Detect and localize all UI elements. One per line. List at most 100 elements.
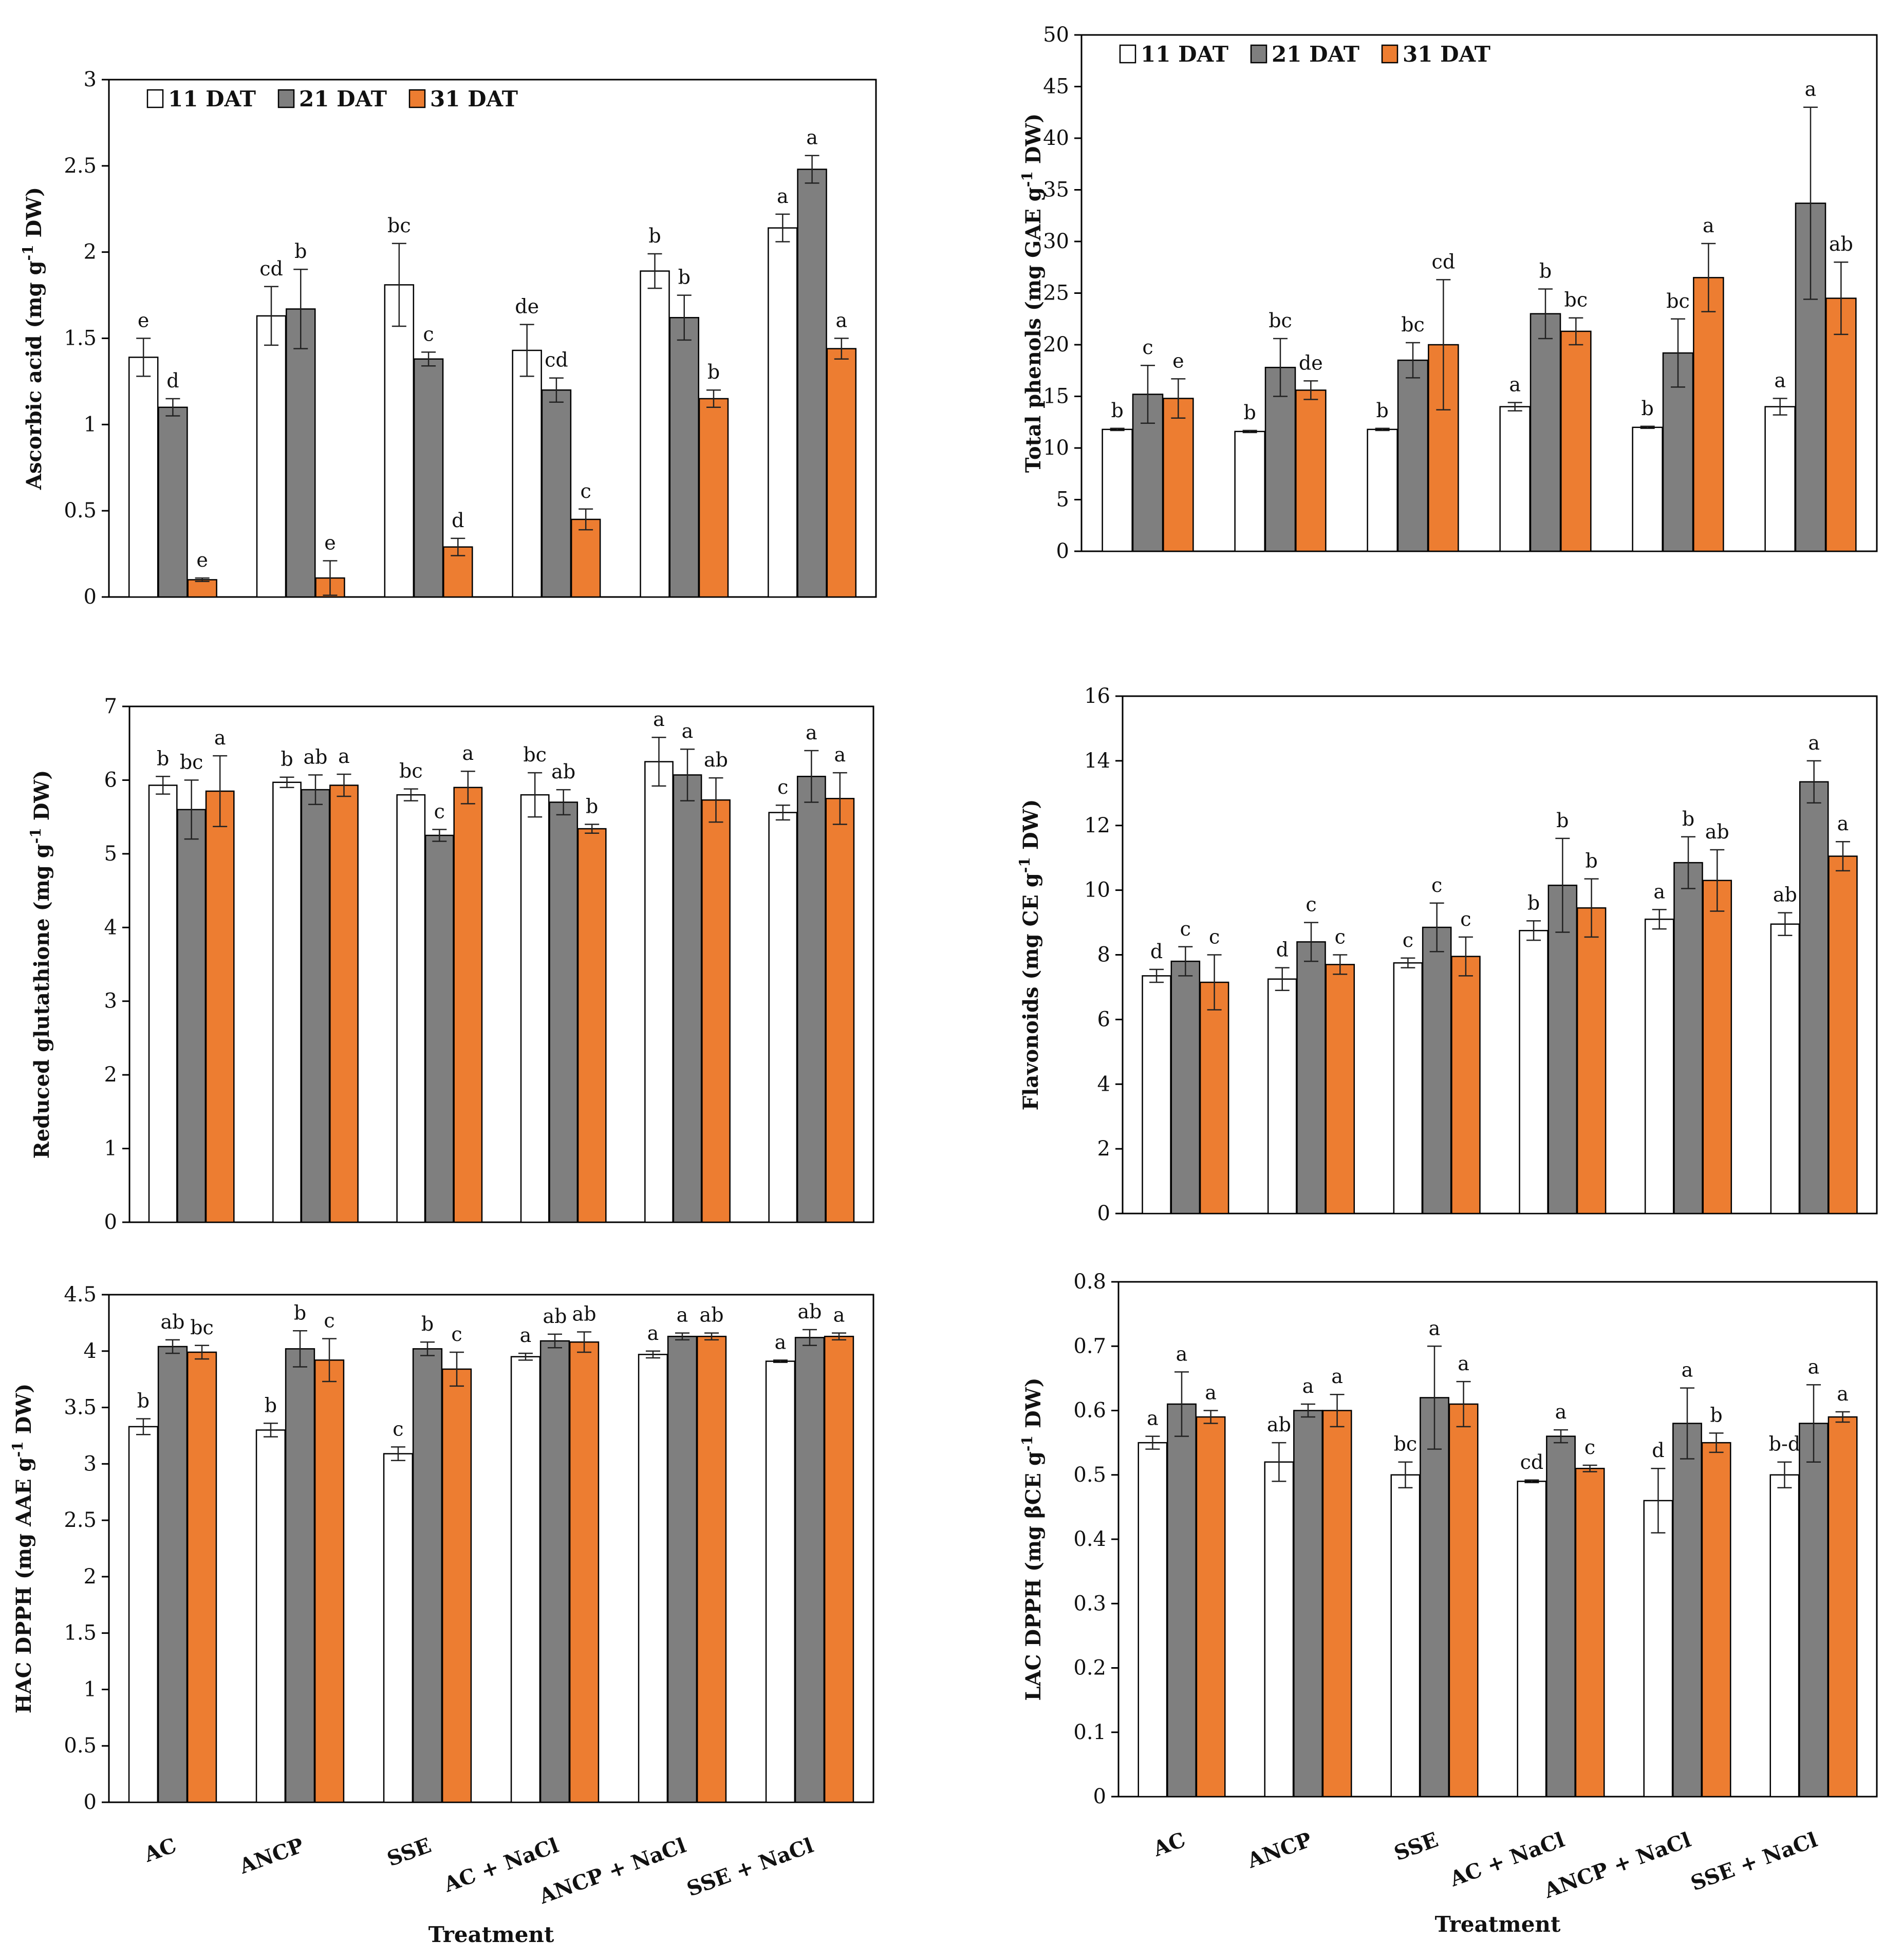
legend-swatch	[277, 89, 295, 108]
y-tick-label: 1	[104, 1137, 117, 1161]
chart-panel-2: 0 5 10 15 20 25 30 35 40 45 50 Total phenols (mg GA…	[1019, 23, 1878, 563]
y-tick-label: 0.8	[1073, 1270, 1106, 1294]
y-tick-label: 5	[104, 842, 117, 866]
significance-letter: ab	[704, 749, 728, 771]
y-tick-label: 0.7	[1073, 1334, 1106, 1358]
bar	[1448, 1403, 1479, 1798]
significance-letter: a	[1808, 1355, 1820, 1378]
plot-frame	[1122, 695, 1878, 1215]
y-tick-label: 0	[84, 1790, 97, 1814]
y-axis-title: Ascorbic acid (mg g-1 DW)	[20, 187, 46, 490]
bar	[384, 284, 415, 598]
y-tick-label: 0.2	[1073, 1656, 1106, 1680]
bar	[569, 1341, 600, 1803]
significance-letter: a	[834, 743, 846, 766]
bar	[1770, 923, 1800, 1215]
significance-letter: a	[1682, 1359, 1693, 1382]
significance-letter: bc	[387, 214, 411, 237]
bar	[128, 1426, 159, 1803]
bar	[1196, 1416, 1226, 1798]
y-axis-title: Flavonoids (mg CE g-1 DW)	[1016, 799, 1043, 1111]
bar	[256, 315, 287, 598]
y-tick-label: 4	[104, 916, 117, 939]
y-axis-title: HAC DPPH (mg AAE g-1 DW)	[9, 1384, 36, 1713]
x-category-label: ANCP + NaCl	[535, 1833, 689, 1909]
x-axis-title: Treatment	[1435, 1912, 1561, 1937]
bar	[286, 308, 316, 598]
legend-entry: 31 DAT	[1403, 42, 1490, 67]
bar	[1451, 956, 1481, 1215]
significance-letter: ab	[551, 760, 575, 783]
legend: 11 DAT 21 DAT 31 DAT	[1119, 42, 1490, 67]
significance-letter: a	[806, 126, 818, 149]
legend-swatch	[1119, 44, 1136, 64]
bar	[510, 1356, 541, 1803]
y-tick-label: 14	[1084, 749, 1110, 773]
significance-letter: bc	[180, 751, 203, 773]
significance-letter: a	[777, 185, 789, 208]
significance-letter: c	[1431, 874, 1442, 897]
bar	[413, 358, 444, 598]
y-tick-label: 0.6	[1073, 1399, 1106, 1423]
significance-letter: a	[1205, 1382, 1217, 1404]
plot-frame	[108, 79, 877, 598]
bar	[255, 1429, 286, 1803]
significance-letter: cd	[259, 257, 283, 280]
significance-letter: bc	[399, 760, 423, 782]
significance-letter: b	[421, 1313, 434, 1335]
bar	[1234, 431, 1265, 552]
y-tick-label: 1.5	[64, 1621, 97, 1645]
bar	[638, 1354, 668, 1803]
y-tick-label: 50	[1043, 23, 1069, 47]
bar	[148, 785, 178, 1223]
significance-letter: e	[196, 549, 208, 571]
y-tick-label: 2	[84, 1565, 97, 1589]
y-axis-title: Reduced glutathione (mg g-1 DW)	[27, 770, 54, 1159]
significance-letter: b	[1585, 850, 1597, 872]
significance-letter: ab	[1705, 820, 1729, 843]
y-tick-label: 0	[84, 585, 97, 609]
y-tick-label: 0.5	[64, 1734, 97, 1758]
bar	[1519, 930, 1549, 1215]
bar	[1828, 855, 1858, 1215]
significance-letter: b	[1556, 809, 1569, 832]
legend-swatch	[146, 89, 164, 108]
bar	[1397, 359, 1429, 552]
significance-letter: b	[648, 225, 661, 247]
bar	[1530, 313, 1561, 552]
significance-letter: b	[1527, 891, 1540, 914]
bar	[441, 1368, 472, 1803]
significance-letter: b	[1376, 399, 1388, 422]
significance-letter: e	[138, 309, 150, 332]
significance-letter: b	[281, 748, 293, 771]
x-category-label: AC	[1149, 1827, 1188, 1861]
bar	[520, 794, 550, 1223]
bar	[1267, 978, 1297, 1215]
bar	[1422, 926, 1452, 1215]
bar	[187, 579, 217, 598]
significance-letter: bc	[190, 1316, 214, 1339]
y-tick-label: 4.5	[64, 1283, 97, 1306]
bar	[1102, 428, 1133, 552]
bar	[541, 389, 572, 598]
significance-letter: c	[1403, 929, 1413, 951]
significance-letter: bc	[1564, 289, 1588, 311]
significance-letter: b	[294, 1301, 306, 1324]
bar	[825, 798, 855, 1223]
y-tick-label: 3	[84, 68, 97, 91]
significance-letter: a	[835, 309, 847, 332]
bar	[1264, 366, 1296, 552]
x-category-label: SSE	[384, 1833, 434, 1871]
y-tick-label: 40	[1043, 126, 1069, 150]
significance-letter: a	[1555, 1401, 1567, 1423]
plot-frame	[128, 705, 874, 1223]
y-tick-label: 15	[1043, 385, 1069, 408]
bar	[673, 774, 702, 1223]
bar	[1499, 406, 1531, 552]
y-tick-label: 45	[1043, 75, 1069, 99]
bar	[768, 812, 798, 1223]
y-tick-label: 2	[84, 240, 97, 264]
y-tick-label: 6	[104, 768, 117, 792]
legend-entry: 31 DAT	[430, 86, 518, 111]
